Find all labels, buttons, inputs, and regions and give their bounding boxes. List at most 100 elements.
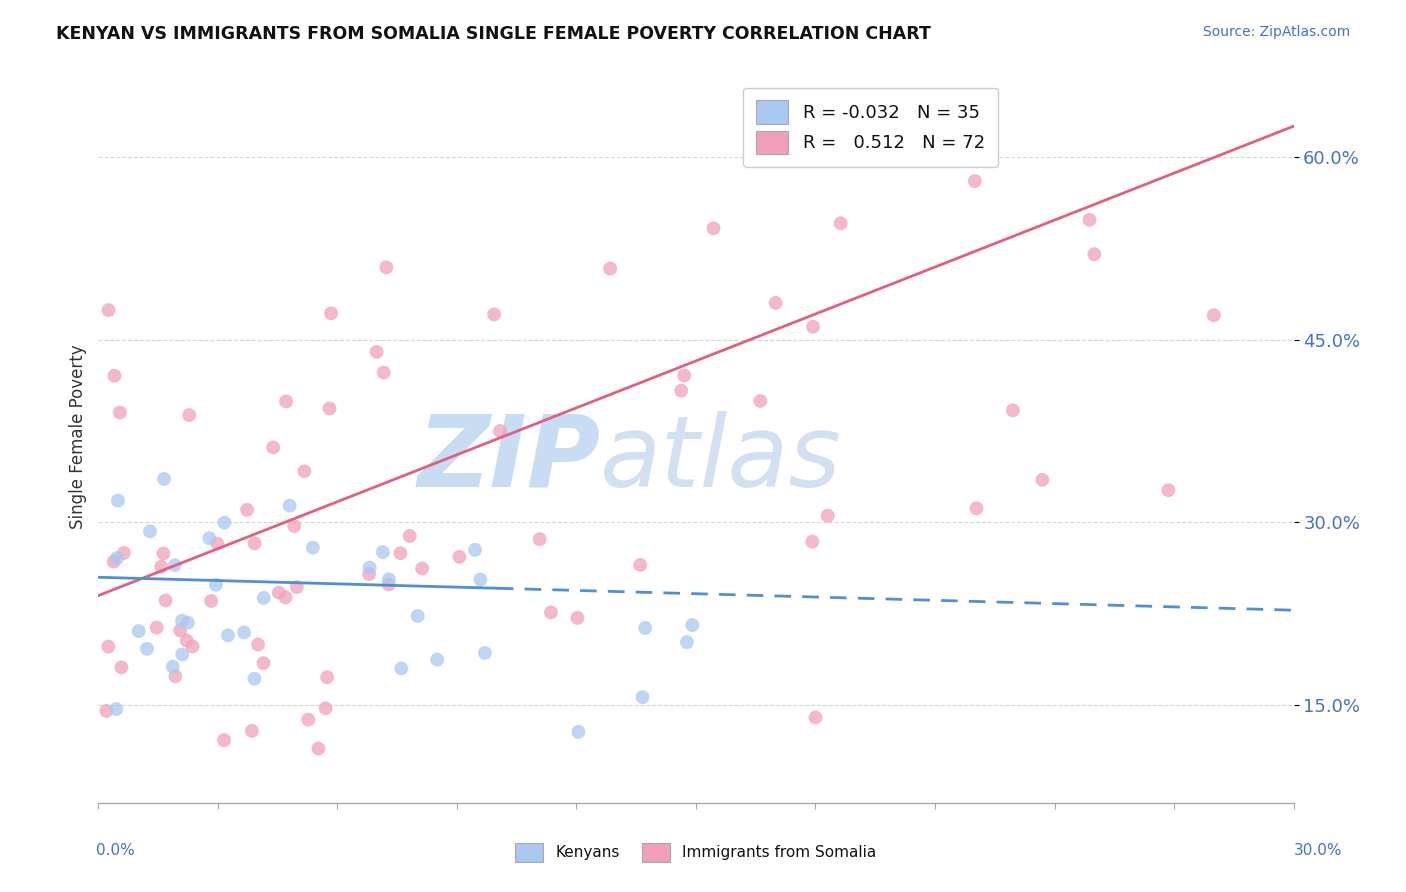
Point: [801, 319, 824, 334]
Point: [243, 672, 266, 686]
Text: atlas: atlas: [600, 410, 842, 508]
Point: [262, 440, 284, 454]
Point: [252, 656, 274, 670]
Point: [108, 405, 131, 419]
Point: [205, 578, 228, 592]
Point: [278, 499, 301, 513]
Point: [283, 519, 305, 533]
Point: [253, 591, 276, 605]
Point: [172, 648, 194, 662]
Point: [377, 577, 399, 591]
Point: [110, 660, 132, 674]
Point: [676, 635, 699, 649]
Point: [177, 615, 200, 630]
Point: [165, 669, 187, 683]
Point: [316, 670, 339, 684]
Point: [170, 614, 193, 628]
Point: [217, 628, 239, 642]
Point: [319, 306, 342, 320]
Text: 30.0%: 30.0%: [1295, 843, 1343, 858]
Point: [804, 710, 827, 724]
Point: [105, 550, 128, 565]
Point: [236, 503, 259, 517]
Point: [243, 536, 266, 550]
Point: [1202, 308, 1225, 322]
Point: [366, 345, 388, 359]
Point: [389, 661, 412, 675]
Point: [179, 408, 201, 422]
Point: [474, 646, 496, 660]
Point: [817, 508, 839, 523]
Point: [449, 549, 471, 564]
Point: [169, 624, 191, 638]
Point: [307, 741, 329, 756]
Point: [378, 572, 401, 586]
Point: [965, 501, 987, 516]
Text: 0.0%: 0.0%: [96, 843, 135, 858]
Point: [634, 621, 657, 635]
Point: [1157, 483, 1180, 498]
Point: [540, 606, 562, 620]
Point: [529, 533, 551, 547]
Point: [671, 384, 693, 398]
Point: [411, 561, 433, 575]
Point: [673, 368, 696, 383]
Point: [628, 558, 651, 572]
Point: [150, 559, 173, 574]
Point: [97, 640, 120, 654]
Point: [359, 560, 381, 574]
Point: [398, 529, 420, 543]
Point: [214, 516, 236, 530]
Point: [207, 536, 229, 550]
Point: [112, 546, 135, 560]
Text: ZIP: ZIP: [418, 410, 600, 508]
Point: [103, 554, 125, 568]
Point: [153, 472, 176, 486]
Point: [631, 690, 654, 705]
Point: [801, 534, 824, 549]
Text: KENYAN VS IMMIGRANTS FROM SOMALIA SINGLE FEMALE POVERTY CORRELATION CHART: KENYAN VS IMMIGRANTS FROM SOMALIA SINGLE…: [56, 25, 931, 43]
Point: [145, 621, 167, 635]
Point: [1078, 212, 1101, 227]
Point: [464, 542, 486, 557]
Point: [371, 545, 394, 559]
Point: [97, 303, 120, 318]
Point: [176, 633, 198, 648]
Point: [163, 558, 186, 573]
Legend: Kenyans, Immigrants from Somalia: Kenyans, Immigrants from Somalia: [509, 837, 883, 868]
Point: [375, 260, 398, 275]
Point: [267, 585, 290, 599]
Point: [181, 640, 204, 654]
Point: [373, 366, 395, 380]
Point: [681, 618, 703, 632]
Point: [155, 593, 177, 607]
Point: [318, 401, 340, 416]
Text: Source: ZipAtlas.com: Source: ZipAtlas.com: [1202, 25, 1350, 39]
Point: [482, 307, 505, 321]
Point: [567, 611, 589, 625]
Point: [359, 567, 381, 582]
Point: [599, 261, 621, 276]
Point: [389, 546, 412, 560]
Point: [963, 174, 986, 188]
Point: [247, 638, 270, 652]
Y-axis label: Single Female Poverty: Single Female Poverty: [69, 345, 87, 529]
Point: [294, 464, 316, 478]
Point: [96, 704, 118, 718]
Point: [136, 641, 159, 656]
Point: [162, 659, 184, 673]
Point: [315, 701, 337, 715]
Point: [152, 547, 174, 561]
Point: [198, 531, 221, 545]
Point: [139, 524, 162, 539]
Point: [406, 609, 429, 624]
Point: [200, 594, 222, 608]
Point: [567, 724, 589, 739]
Point: [240, 723, 263, 738]
Point: [297, 713, 319, 727]
Point: [301, 541, 323, 555]
Point: [749, 393, 772, 408]
Point: [1083, 247, 1105, 261]
Point: [105, 702, 128, 716]
Point: [1031, 473, 1053, 487]
